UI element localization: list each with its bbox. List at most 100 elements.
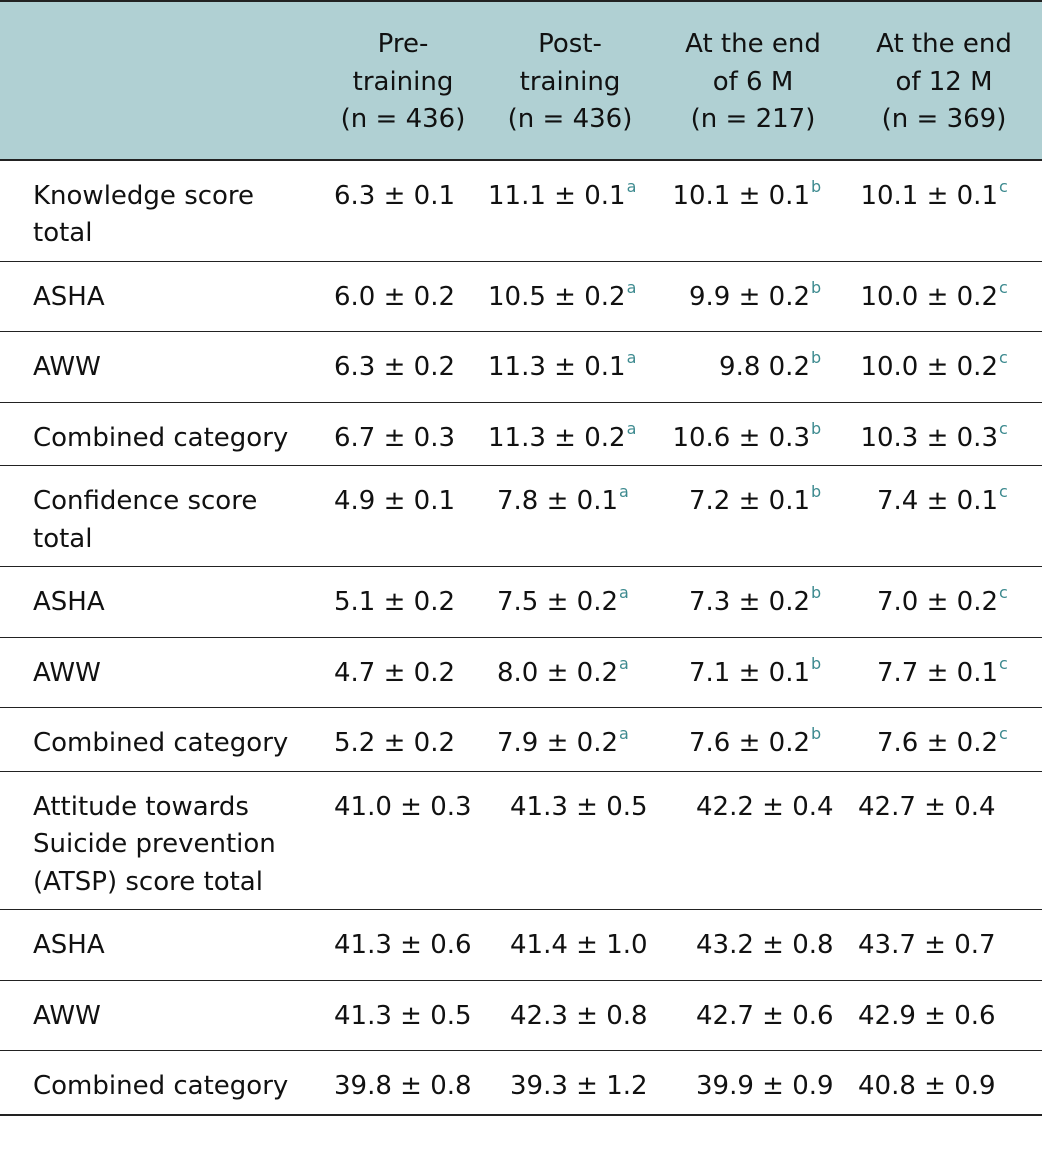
cell-value: 7.2 ± 0.1 [688,486,810,516]
table-row: Attitude towards Suicide prevention (ATS… [0,771,1042,910]
footnote-marker: b [811,348,822,367]
cell-value: 4.7 ± 0.2 [334,657,456,688]
cell-pre-training: 6.3 ± 0.2 [326,331,480,403]
row-label: Combined category [0,402,326,466]
cell-post-training: 41.4 ± 1.0 [480,909,660,981]
header-row: Pre- training (n = 436) Post- training (… [0,0,1042,161]
footnote-marker: a [619,653,629,673]
cell-end-6m: 10.1 ± 0.1b [660,159,846,262]
footnote-marker: c [999,348,1008,367]
cell-pre-training: 6.3 ± 0.1 [326,159,480,262]
cell-value: 10.0 ± 0.2 [860,352,998,382]
footnote-marker: c [999,418,1008,438]
cell-end-12m: 7.0 ± 0.2c [846,566,1042,638]
cell-end-12m: 42.7 ± 0.4 [846,771,1042,910]
cell-end-12m: 10.3 ± 0.3c [846,402,1042,466]
cell-end-6m: 7.3 ± 0.2b [660,566,846,638]
cell-value: 10.1 ± 0.1 [860,180,998,211]
header-post-training: Post- training (n = 436) [480,0,660,161]
results-table: Pre- training (n = 436) Post- training (… [0,0,1042,1116]
cell-value: 8.0 ± 0.2 [496,657,618,688]
footnote-marker: b [811,277,822,297]
footnote-marker: a [626,348,637,367]
row-label: AWW [0,980,326,1051]
footnote-marker: b [811,583,822,602]
cell-value: 7.5 ± 0.2 [496,587,618,617]
cell-end-6m: 9.8 0.2b [660,331,846,403]
header-end-6m: At the end of 6 M (n = 217) [660,0,846,161]
row-label: ASHA [0,566,326,638]
cell-value: 9.8 0.2 [719,352,810,382]
cell-end-6m: 42.2 ± 0.4 [660,771,846,910]
row-label: Combined category [0,1050,326,1116]
cell-value: 10.0 ± 0.2 [860,281,998,312]
cell-end-12m: 10.1 ± 0.1c [846,159,1042,262]
cell-post-training: 42.3 ± 0.8 [480,980,660,1051]
row-label: ASHA [0,261,326,332]
cell-value: 11.3 ± 0.1 [488,352,626,382]
cell-value: 6.0 ± 0.2 [334,281,456,312]
footnote-marker: c [999,277,1008,297]
cell-post-training: 11.3 ± 0.2a [480,402,660,466]
table-row: AWW 4.7 ± 0.2 8.0 ± 0.2a 7.1 ± 0.1b 7.7 … [0,637,1042,708]
table-row: ASHA 41.3 ± 0.6 41.4 ± 1.0 43.2 ± 0.8 43… [0,909,1042,981]
cell-end-12m: 10.0 ± 0.2c [846,331,1042,403]
header-line: of 6 M [712,66,794,97]
cell-end-6m: 7.6 ± 0.2b [660,707,846,772]
cell-end-12m: 40.8 ± 0.9 [846,1050,1042,1116]
footnote-marker: c [999,482,1008,501]
cell-end-12m: 43.7 ± 0.7 [846,909,1042,981]
cell-pre-training: 5.2 ± 0.2 [326,707,480,772]
header-line: Post- [538,29,602,59]
header-line: (n = 436) [340,104,466,134]
cell-value: 7.8 ± 0.1 [496,486,618,516]
footnote-marker: b [811,724,822,743]
cell-post-training: 8.0 ± 0.2a [480,637,660,708]
row-label: AWW [0,637,326,708]
cell-value: 6.3 ± 0.1 [334,180,456,211]
cell-end-6m: 9.9 ± 0.2b [660,261,846,332]
cell-value: 10.3 ± 0.3 [860,422,998,453]
footnote-marker: c [999,176,1008,196]
cell-end-6m: 7.1 ± 0.1b [660,637,846,708]
footnote-marker: c [999,583,1008,602]
cell-end-12m: 7.4 ± 0.1c [846,465,1042,567]
row-label: Confidence score total [0,465,326,567]
cell-post-training: 7.8 ± 0.1a [480,465,660,567]
table-header: Pre- training (n = 436) Post- training (… [0,0,1042,161]
cell-end-12m: 7.7 ± 0.1c [846,637,1042,708]
row-label: Attitude towards Suicide prevention (ATS… [0,771,326,910]
cell-value: 7.0 ± 0.2 [876,587,998,617]
header-blank-cell [0,0,326,161]
cell-end-12m: 42.9 ± 0.6 [846,980,1042,1051]
footnote-marker: a [619,583,629,602]
cell-post-training: 39.3 ± 1.2 [480,1050,660,1116]
footnote-marker: c [999,653,1008,673]
table-row: Confidence score total 4.9 ± 0.1 7.8 ± 0… [0,465,1042,567]
cell-pre-training: 6.7 ± 0.3 [326,402,480,466]
row-label: AWW [0,331,326,403]
cell-pre-training: 41.0 ± 0.3 [326,771,480,910]
footnote-marker: a [619,724,629,743]
cell-pre-training: 4.9 ± 0.1 [326,465,480,567]
footnote-marker: b [811,653,822,673]
cell-value: 6.7 ± 0.3 [334,422,456,453]
cell-value: 7.6 ± 0.2 [688,728,810,758]
cell-value: 5.2 ± 0.2 [334,728,456,758]
header-line: (n = 369) [881,104,1007,134]
table-row: ASHA 5.1 ± 0.2 7.5 ± 0.2a 7.3 ± 0.2b 7.0… [0,566,1042,638]
cell-pre-training: 4.7 ± 0.2 [326,637,480,708]
cell-value: 4.9 ± 0.1 [334,486,456,516]
cell-value: 7.9 ± 0.2 [496,728,618,758]
footnote-marker: b [811,176,822,196]
cell-value: 11.3 ± 0.2 [488,422,626,453]
footnote-marker: a [619,482,629,501]
cell-end-12m: 10.0 ± 0.2c [846,261,1042,332]
header-pre-training: Pre- training (n = 436) [326,0,480,161]
row-label: ASHA [0,909,326,981]
cell-value: 7.4 ± 0.1 [876,486,998,516]
row-label: Knowledge score total [0,159,326,262]
footnote-marker: a [626,418,637,438]
cell-pre-training: 39.8 ± 0.8 [326,1050,480,1116]
cell-value: 5.1 ± 0.2 [334,587,456,617]
